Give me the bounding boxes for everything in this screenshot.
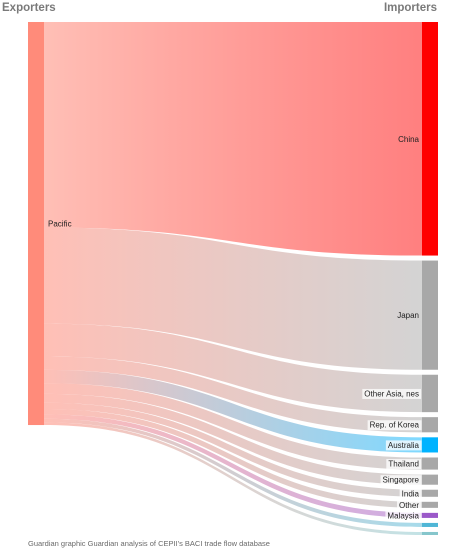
target-node-australia[interactable] bbox=[422, 437, 438, 453]
target-label-bg-malaysia bbox=[385, 510, 422, 521]
target-node-unlabeled-11[interactable] bbox=[422, 531, 438, 535]
importers-header: Importers bbox=[383, 2, 437, 14]
target-node-thailand[interactable] bbox=[422, 457, 438, 470]
source-node-pacific[interactable] bbox=[28, 22, 44, 426]
target-label-india: India bbox=[402, 489, 420, 498]
target-label-australia: Australia bbox=[388, 441, 420, 450]
target-label-bg-other bbox=[396, 500, 422, 511]
target-label-bg-thailand bbox=[386, 459, 421, 470]
flow-india[interactable] bbox=[44, 402, 422, 497]
target-node-other[interactable] bbox=[422, 501, 438, 508]
target-label-bg-australia bbox=[385, 440, 422, 451]
flow-other[interactable] bbox=[44, 409, 422, 508]
flow-unlabeled-10[interactable] bbox=[44, 418, 422, 527]
flow-other-asia-nes[interactable] bbox=[44, 323, 422, 413]
target-node-japan[interactable] bbox=[422, 260, 438, 370]
target-node-other-asia-nes[interactable] bbox=[422, 374, 438, 413]
target-label-other-asia-nes: Other Asia, nes bbox=[364, 389, 419, 398]
target-label-bg-other-asia-nes bbox=[362, 388, 421, 399]
target-node-unlabeled-10[interactable] bbox=[422, 522, 438, 527]
target-node-rep-of-korea[interactable] bbox=[422, 417, 438, 433]
target-label-bg-singapore bbox=[380, 475, 422, 486]
target-node-malaysia[interactable] bbox=[422, 512, 438, 518]
flow-singapore[interactable] bbox=[44, 393, 422, 485]
flow-japan[interactable] bbox=[44, 227, 422, 370]
target-label-china: China bbox=[398, 135, 419, 144]
flow-thailand[interactable] bbox=[44, 383, 422, 470]
flow-malaysia[interactable] bbox=[44, 414, 422, 518]
exporters-header: Exporters bbox=[2, 2, 56, 14]
target-label-bg-rep-of-korea bbox=[367, 420, 422, 431]
target-label-singapore: Singapore bbox=[383, 476, 420, 485]
target-label-malaysia: Malaysia bbox=[387, 511, 419, 520]
flow-unlabeled-11[interactable] bbox=[44, 422, 422, 535]
flow-australia[interactable] bbox=[44, 369, 422, 453]
target-label-rep-of-korea: Rep. of Korea bbox=[370, 421, 420, 430]
target-label-thailand: Thailand bbox=[388, 460, 419, 469]
source-label: Pacific bbox=[48, 220, 72, 229]
target-label-japan: Japan bbox=[397, 311, 419, 320]
target-node-singapore[interactable] bbox=[422, 474, 438, 485]
flow-china[interactable] bbox=[44, 22, 422, 256]
source-credit: Guardian graphic Guardian analysis of CE… bbox=[28, 539, 270, 548]
target-label-bg-india bbox=[399, 488, 422, 499]
flow-rep-of-korea[interactable] bbox=[44, 356, 422, 433]
target-label-other: Other bbox=[399, 501, 419, 510]
target-node-india[interactable] bbox=[422, 489, 438, 497]
target-node-china[interactable] bbox=[422, 22, 438, 256]
